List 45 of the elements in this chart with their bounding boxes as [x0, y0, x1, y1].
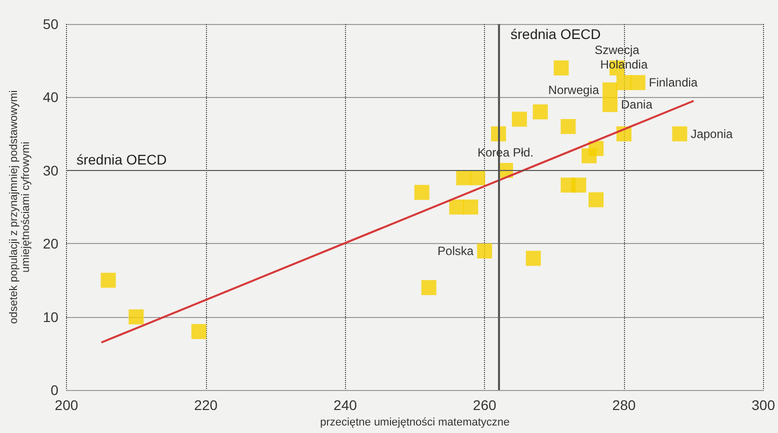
point — [526, 250, 541, 266]
point — [191, 324, 206, 340]
point — [414, 184, 430, 200]
y-tick-label: 30 — [42, 162, 59, 178]
ref-line-label: średnia OECD — [76, 151, 167, 168]
annotation: Japonia — [690, 126, 734, 141]
point — [100, 272, 116, 288]
y-tick-label: 50 — [42, 16, 59, 32]
y-axis-title: odsetek populacji z przynajmniej podstawowymi umiejętnościami cyfrowymi — [8, 90, 32, 324]
ref-line-label: średnia OECD — [510, 26, 601, 42]
point — [449, 200, 464, 215]
point — [588, 140, 604, 156]
annotation: Polska — [438, 244, 474, 258]
point — [571, 178, 586, 193]
y-tick-label: 40 — [42, 89, 59, 106]
annotation: Norwegia — [548, 82, 600, 97]
point — [421, 280, 436, 296]
annotation: Szwecja — [594, 42, 640, 57]
point — [616, 75, 632, 90]
x-tick-label: 200 — [54, 397, 78, 414]
point — [602, 82, 618, 98]
point — [477, 243, 492, 258]
point — [672, 126, 688, 142]
point — [456, 170, 472, 186]
point — [588, 192, 604, 208]
annotation: Dania — [621, 98, 653, 112]
point — [602, 97, 618, 112]
x-tick-label: 280 — [612, 397, 636, 414]
point — [532, 104, 548, 120]
point — [463, 200, 478, 215]
point — [560, 119, 576, 134]
point — [470, 170, 486, 186]
x-tick-label: 220 — [194, 397, 218, 414]
point — [128, 309, 144, 324]
y-tick-label: 0 — [50, 382, 59, 398]
x-tick-label: 260 — [472, 397, 496, 414]
x-tick-label: 240 — [334, 397, 358, 414]
x-axis-title: przeciętne umiejętności matematyczne — [320, 416, 510, 428]
y-tick-label: 10 — [42, 308, 59, 325]
point — [630, 75, 646, 90]
point — [554, 60, 569, 76]
point — [512, 112, 527, 127]
annotation: Finlandia — [648, 76, 698, 90]
y-tick-label: 20 — [42, 236, 59, 252]
x-tick-label: 300 — [752, 397, 776, 414]
